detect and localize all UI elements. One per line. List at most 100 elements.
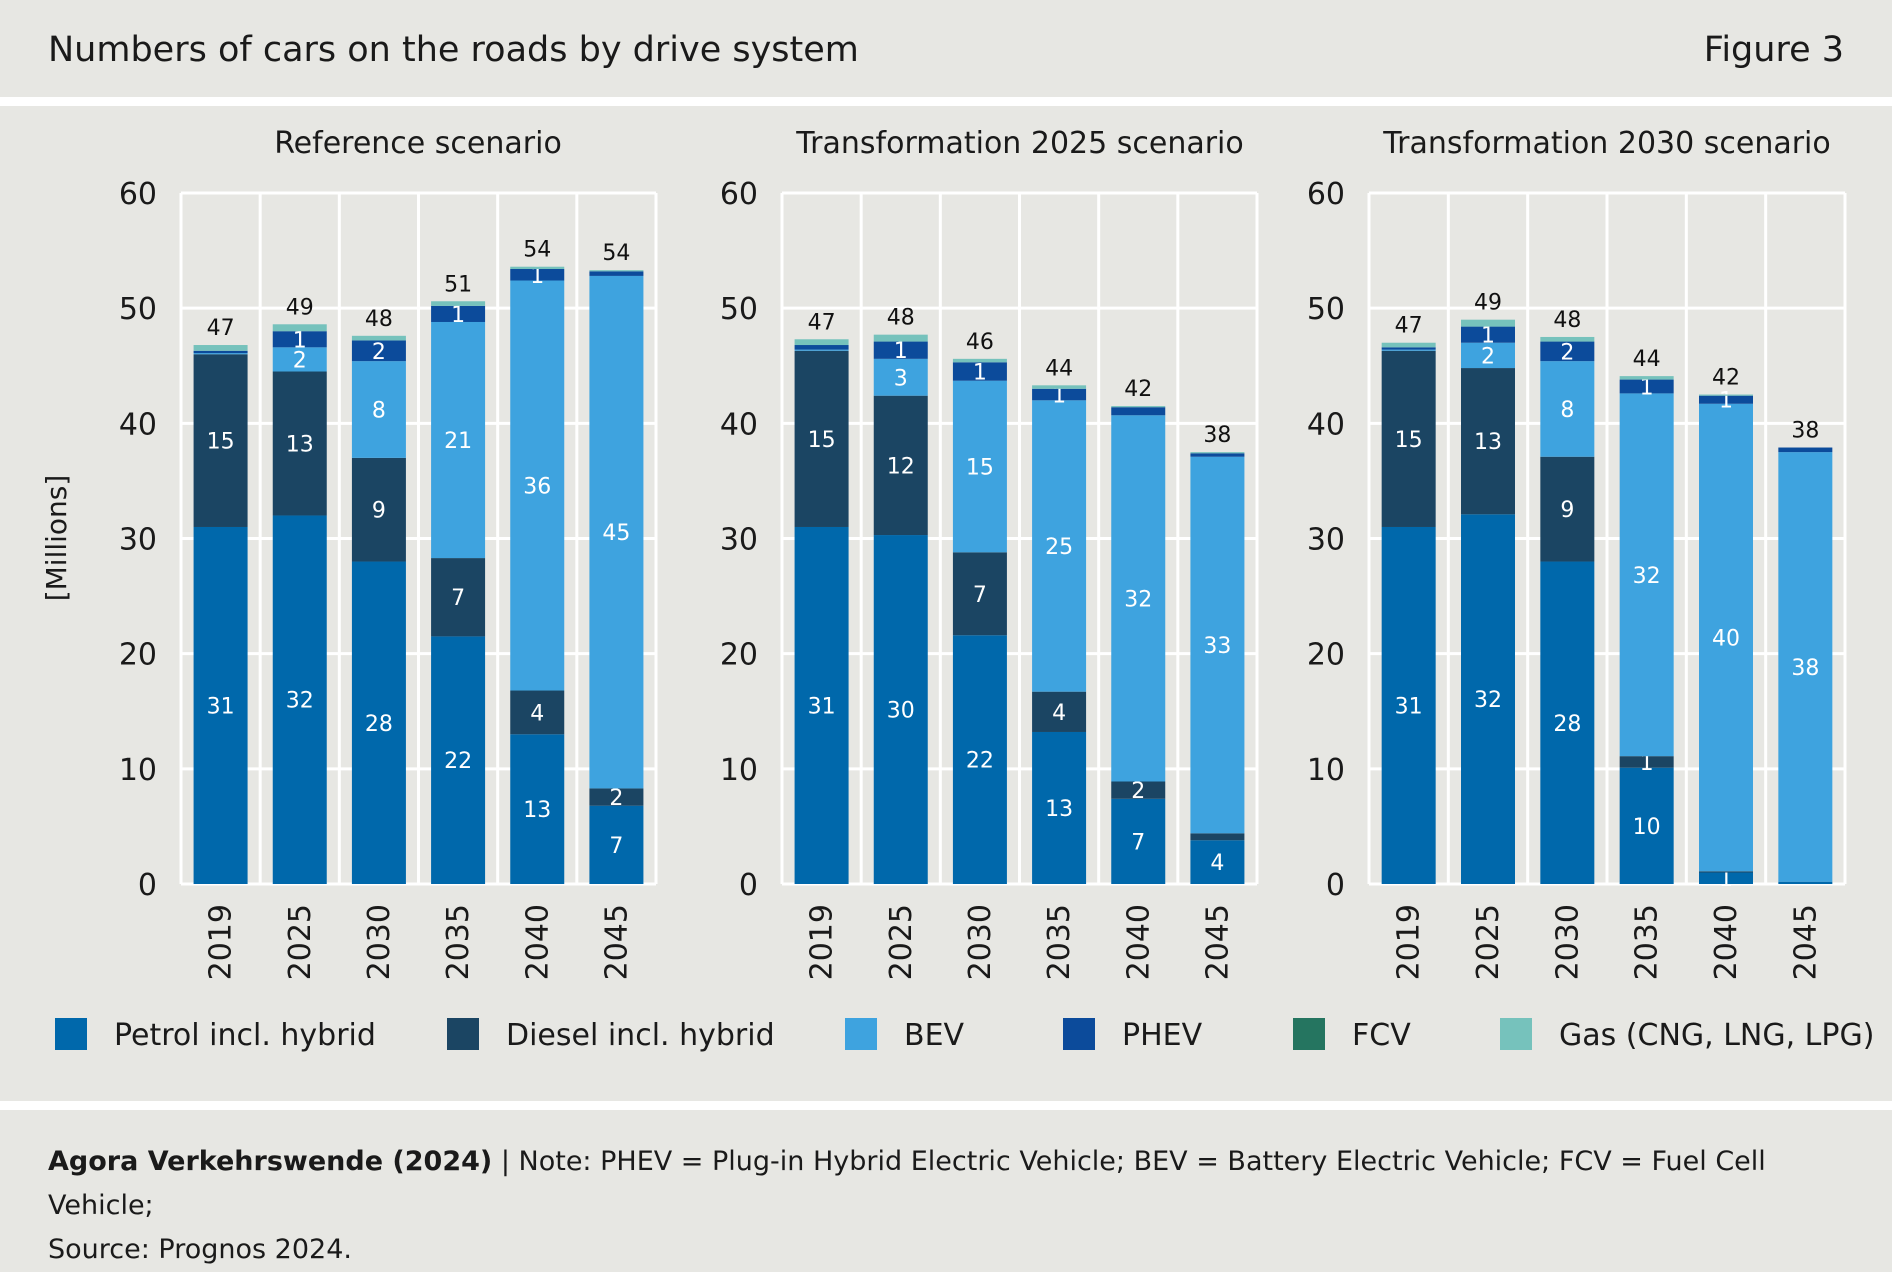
x-tick-label: 2019 (204, 904, 239, 980)
data-label-petrol: 28 (1553, 712, 1581, 737)
total-label: 38 (1203, 423, 1231, 448)
total-label: 42 (1712, 366, 1740, 391)
bar-segment-bev (1699, 403, 1753, 872)
data-label-diesel: 13 (1474, 430, 1502, 455)
bar-segment-phev (1381, 347, 1436, 350)
x-tick-label: 2035 (1630, 904, 1665, 980)
bar-segment-phev (873, 341, 928, 359)
panel-title: Reference scenario (274, 126, 562, 161)
y-tick-label: 50 (720, 292, 758, 327)
data-label-phev: 1 (451, 303, 465, 328)
y-tick-label: 40 (119, 407, 157, 442)
y-tick-label: 30 (720, 523, 758, 558)
data-label-bev: 8 (372, 399, 386, 424)
figure-number: Figure 3 (1703, 30, 1844, 70)
bar-segment-petrol (1619, 767, 1674, 884)
bar-segment-bev (589, 275, 644, 789)
legend-swatch-fcv (1293, 1018, 1325, 1050)
data-label-diesel: 1 (1640, 751, 1654, 776)
bar-segment-diesel (794, 350, 849, 527)
bar-segment-gas (1381, 342, 1436, 348)
bar-segment-phev (1699, 395, 1753, 404)
legend-swatch-phev (1063, 1018, 1095, 1050)
data-label-diesel: 9 (372, 499, 386, 524)
bar-segment-bev (1381, 349, 1436, 351)
header: Numbers of cars on the roads by drive sy… (0, 0, 1892, 97)
data-label-bev: 38 (1791, 656, 1819, 681)
bar-segment-diesel (510, 690, 565, 735)
data-label-bev: 2 (293, 348, 307, 373)
bar-segment-diesel (1619, 756, 1674, 768)
total-label: 38 (1791, 419, 1819, 444)
bar-segment-petrol (1032, 731, 1087, 884)
x-tick-label: 2040 (1709, 904, 1744, 980)
data-label-bev: 36 (523, 475, 551, 500)
bar-segment-gas (1699, 394, 1753, 396)
bar-segment-petrol (1190, 840, 1245, 884)
legend-swatch-gas (1500, 1018, 1532, 1050)
x-tick-label: 2019 (1392, 904, 1427, 980)
total-label: 47 (808, 310, 836, 335)
data-label-bev: 40 (1712, 627, 1740, 652)
y-tick-label: 50 (119, 292, 157, 327)
bar-segment-gas (1461, 319, 1515, 327)
bar-segment-phev (272, 331, 327, 348)
bar-segment-phev (1032, 388, 1087, 401)
stacked-bar-charts: Reference scenario0102030405060311547201… (40, 126, 1874, 1053)
bar-segment-phev (1619, 379, 1674, 394)
data-label-diesel: 4 (1052, 701, 1066, 726)
y-tick-label: 30 (1307, 523, 1345, 558)
data-label-diesel: 2 (1131, 779, 1145, 804)
bar-segment-petrol (1111, 798, 1166, 884)
data-label-diesel: 9 (1560, 498, 1574, 523)
legend-label-gas: Gas (CNG, LNG, LPG) (1559, 1018, 1874, 1053)
legend-label-petrol: Petrol incl. hybrid (114, 1018, 376, 1053)
data-label-bev: 45 (602, 521, 630, 546)
y-tick-label: 10 (1307, 753, 1345, 788)
bar-segment-bev (873, 358, 928, 396)
bar-segment-bev (794, 349, 849, 351)
data-label-diesel: 12 (887, 454, 915, 479)
panel-title: Transformation 2030 scenario (1382, 126, 1831, 161)
bar-segment-bev (1461, 342, 1515, 369)
bar-segment-gas (272, 324, 327, 332)
x-tick-label: 2045 (1788, 904, 1823, 980)
data-label-phev: 1 (894, 339, 908, 364)
x-tick-label: 2045 (1200, 904, 1235, 980)
data-label-petrol: 31 (808, 694, 836, 719)
data-label-phev: 1 (530, 264, 544, 289)
bar-segment-diesel (1111, 781, 1166, 799)
bar-segment-phev (1540, 341, 1595, 362)
bar-segment-petrol (351, 561, 406, 884)
bar-segment-diesel (193, 354, 248, 527)
bar-segment-gas (1540, 336, 1595, 342)
footer: Agora Verkehrswende (2024) | Note: PHEV … (0, 1110, 1892, 1265)
bar-segment-petrol (794, 526, 849, 884)
bar-segment-diesel (589, 788, 644, 806)
x-tick-label: 2030 (963, 904, 998, 980)
chart-area: Reference scenario 0 10 20 30 40 50 60 31 15 47 201… (0, 106, 1892, 1101)
bar-segment-petrol (1778, 881, 1833, 884)
legend-swatch-diesel (447, 1018, 479, 1050)
data-label-phev: 1 (973, 361, 987, 386)
total-label: 54 (602, 241, 630, 266)
bar-segment-bev (1111, 415, 1166, 782)
divider (0, 97, 1892, 106)
y-axis-label: [Millions] (40, 475, 73, 602)
total-label: 46 (966, 330, 994, 355)
y-tick-label: 0 (138, 868, 157, 903)
bar-segment-petrol (873, 535, 928, 884)
data-label-diesel: 13 (286, 432, 314, 457)
bar-segment-diesel (431, 558, 486, 637)
bar-segment-gas (873, 334, 928, 342)
data-label-bev: 2 (1481, 344, 1495, 369)
bar-segment-phev (952, 362, 1007, 381)
bar-segment-bev (1190, 456, 1245, 834)
x-tick-label: 2035 (441, 904, 476, 980)
bar-segment-petrol (952, 635, 1007, 884)
data-label-phev: 1 (293, 328, 307, 353)
data-label-diesel: 15 (808, 428, 836, 453)
bar-segment-petrol (1540, 561, 1595, 884)
data-label-petrol: 22 (966, 749, 994, 774)
data-label-phev: 1 (1481, 324, 1495, 349)
